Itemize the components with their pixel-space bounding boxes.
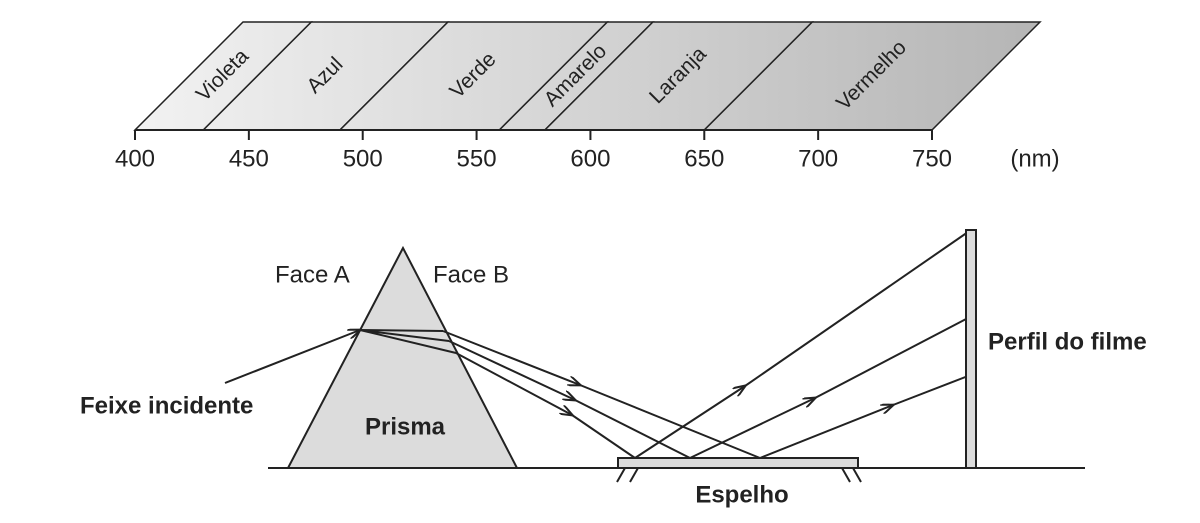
film-label: Perfil do filme: [988, 328, 1147, 355]
ray: [814, 317, 969, 399]
tick-label: 450: [229, 145, 269, 172]
ray: [455, 352, 572, 415]
prism-label: Prisma: [365, 413, 446, 440]
incident-ray: [224, 330, 360, 384]
ray: [571, 414, 636, 459]
prism: [286, 245, 519, 469]
ray: [759, 405, 893, 459]
ray: [634, 386, 745, 459]
face-b-label: Face B: [433, 261, 509, 288]
tick-label: 400: [115, 145, 155, 172]
mirror-legs: [616, 467, 862, 483]
ray: [689, 398, 815, 459]
ray: [744, 231, 969, 387]
ray: [892, 375, 969, 406]
tick-label: 500: [343, 145, 383, 172]
ray: [579, 384, 761, 459]
incident-label: Feixe incidente: [80, 392, 253, 419]
tick-label: 650: [684, 145, 724, 172]
unit-label: (nm): [1010, 145, 1059, 172]
ray: [448, 340, 575, 400]
mirror-label: Espelho: [695, 481, 788, 508]
tick-label: 600: [570, 145, 610, 172]
setup: [224, 229, 1085, 483]
film-screen: [965, 229, 977, 469]
tick-label: 700: [798, 145, 838, 172]
mirror: [617, 457, 859, 469]
ray: [574, 399, 691, 459]
face-a-label: Face A: [275, 261, 350, 288]
tick-label: 750: [912, 145, 952, 172]
spectrum: Violeta Azul Verde Amarelo Laranja Vermelho40…: [115, 21, 1042, 172]
tick-label: 550: [457, 145, 497, 172]
refracted-rays: [359, 329, 457, 354]
ray: [442, 330, 580, 385]
